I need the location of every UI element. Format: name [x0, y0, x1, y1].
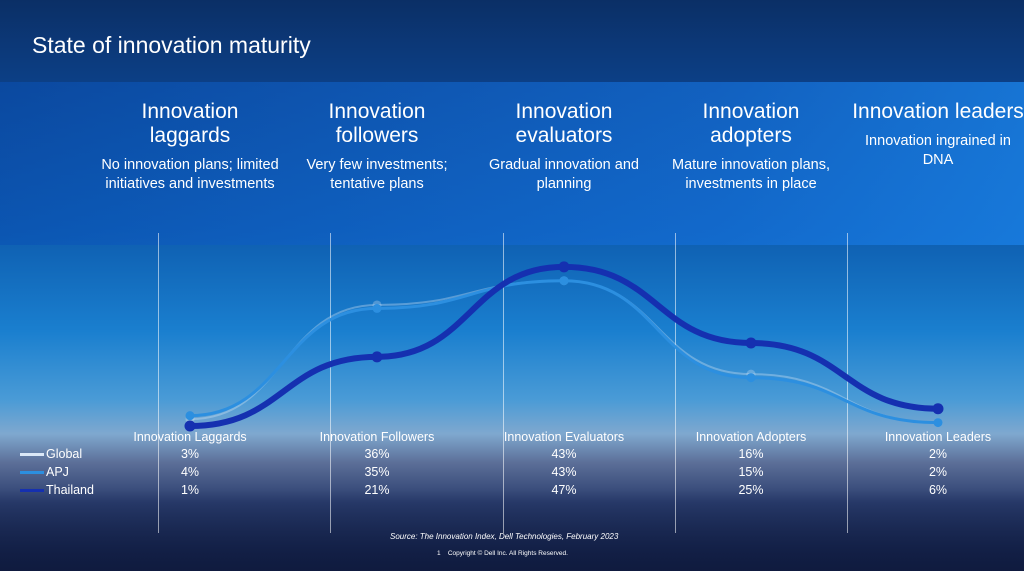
source-note: Source: The Innovation Index, Dell Techn…	[390, 532, 619, 541]
divider	[503, 233, 504, 533]
data-point-apj	[372, 303, 382, 313]
data-point-thailand	[371, 351, 383, 363]
stage-heading: Innovation followers	[328, 100, 426, 147]
category-label: Innovation Followers	[319, 430, 435, 444]
legend-line-icon	[20, 488, 44, 492]
data-label: 21%	[364, 483, 390, 497]
data-label: 3%	[180, 447, 200, 461]
legend-apj: APJ	[20, 465, 69, 479]
data-label: 47%	[551, 483, 577, 497]
stage-heading: Innovation adopters	[702, 100, 800, 147]
stage-description: No innovation plans; limited initiatives…	[101, 157, 279, 192]
data-label: 4%	[180, 465, 200, 479]
legend-label: Thailand	[46, 483, 94, 497]
legend-line-icon	[20, 452, 44, 456]
category-label: Innovation Evaluators	[503, 430, 625, 444]
data-label: 2%	[928, 447, 948, 461]
city-background	[0, 490, 1024, 571]
stage-description: Mature innovation plans, investments in …	[672, 157, 830, 192]
copyright: Copyright © Dell Inc. All Rights Reserve…	[447, 550, 568, 557]
legend-label: APJ	[46, 465, 69, 479]
data-point-apj	[559, 276, 569, 286]
data-label: 25%	[738, 483, 764, 497]
legend-line-icon	[20, 470, 44, 474]
divider	[847, 233, 848, 533]
slide-title: State of innovation maturity	[32, 32, 311, 58]
divider	[675, 233, 676, 533]
data-point-apj	[746, 373, 756, 383]
category-label: Innovation Adopters	[695, 430, 807, 444]
data-label: 2%	[928, 465, 948, 479]
data-point-apj	[185, 411, 195, 421]
stage-2: Innovation evaluators Gradual innovation …	[474, 100, 654, 194]
stage-description: Gradual innovation and planning	[489, 157, 639, 192]
data-label: 15%	[738, 465, 764, 479]
stage-3: Innovation adopters Mature innovation pla…	[661, 100, 841, 194]
data-label: 1%	[180, 483, 200, 497]
stage-4: Innovation leaders Innovation ingrained i…	[848, 100, 1024, 170]
data-label: 6%	[928, 483, 948, 497]
data-point-thailand	[932, 403, 944, 415]
data-point-thailand	[558, 261, 570, 273]
category-label: Innovation Leaders	[884, 430, 992, 444]
stage-heading: Innovation laggards	[141, 100, 239, 147]
data-label: 35%	[364, 465, 390, 479]
stage-1: Innovation followers Very few investments…	[287, 100, 467, 194]
divider	[158, 233, 159, 533]
legend-global: Global	[20, 447, 82, 461]
stage-heading: Innovation evaluators	[515, 100, 613, 147]
header-band	[0, 82, 1024, 245]
data-point-apj	[933, 418, 943, 428]
data-label: 36%	[364, 447, 390, 461]
legend-thailand: Thailand	[20, 483, 94, 497]
category-label: Innovation Laggards	[133, 430, 247, 444]
series-line-global	[189, 279, 939, 424]
stage-description: Very few investments; tentative plans	[306, 157, 448, 192]
page-number: 1	[437, 550, 441, 557]
series-line-apj	[189, 279, 939, 425]
footer: 1 Copyright © Dell Inc. All Rights Reser…	[437, 550, 568, 557]
data-label: 43%	[551, 465, 577, 479]
data-point-thailand	[745, 337, 757, 349]
data-point-thailand	[184, 420, 196, 432]
stage-heading: Innovation leaders	[852, 100, 1024, 123]
legend-label: Global	[46, 447, 83, 461]
series-line-thailand	[189, 263, 939, 430]
stage-description: Innovation ingrained in DNA	[865, 133, 1011, 168]
stage-0: Innovation laggards No innovation plans; …	[100, 100, 280, 194]
divider	[330, 233, 331, 533]
data-label: 16%	[738, 447, 764, 461]
data-label: 43%	[551, 447, 577, 461]
